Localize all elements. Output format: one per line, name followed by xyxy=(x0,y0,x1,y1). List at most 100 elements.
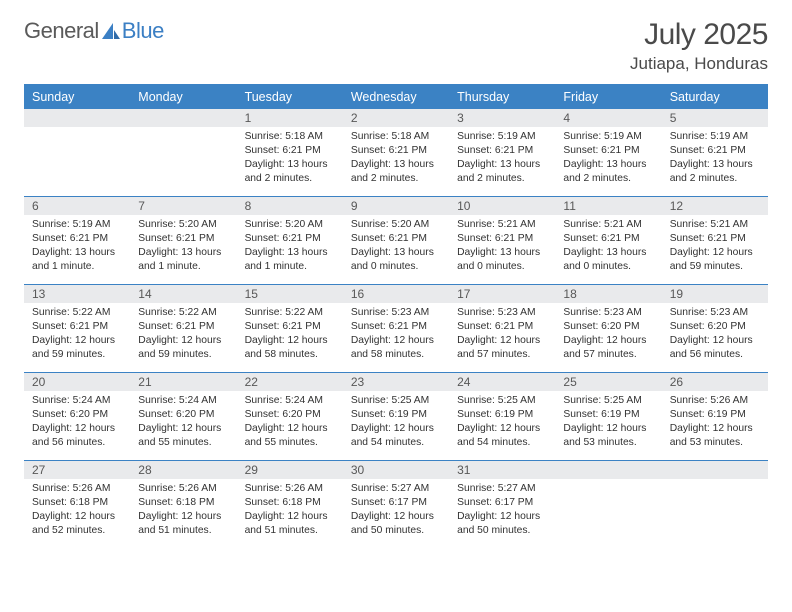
calendar-day-cell: 18Sunrise: 5:23 AMSunset: 6:20 PMDayligh… xyxy=(555,284,661,372)
sunrise-line: Sunrise: 5:20 AM xyxy=(138,218,228,232)
weekday-header: Wednesday xyxy=(343,85,449,108)
calendar-day-cell: 10Sunrise: 5:21 AMSunset: 6:21 PMDayligh… xyxy=(449,196,555,284)
sunset-line: Sunset: 6:18 PM xyxy=(245,496,335,510)
sunrise-line: Sunrise: 5:21 AM xyxy=(670,218,760,232)
day-number: 9 xyxy=(343,196,449,215)
daylight-line: Daylight: 12 hours and 54 minutes. xyxy=(457,422,547,450)
sunrise-line: Sunrise: 5:23 AM xyxy=(351,306,441,320)
day-details: Sunrise: 5:22 AMSunset: 6:21 PMDaylight:… xyxy=(24,303,130,366)
sunrise-line: Sunrise: 5:24 AM xyxy=(32,394,122,408)
sunrise-line: Sunrise: 5:26 AM xyxy=(245,482,335,496)
day-number: 15 xyxy=(237,284,343,303)
sunrise-line: Sunrise: 5:22 AM xyxy=(32,306,122,320)
day-number: 2 xyxy=(343,108,449,127)
day-details: Sunrise: 5:23 AMSunset: 6:21 PMDaylight:… xyxy=(343,303,449,366)
daylight-line: Daylight: 12 hours and 59 minutes. xyxy=(138,334,228,362)
sunset-line: Sunset: 6:20 PM xyxy=(245,408,335,422)
day-number: 14 xyxy=(130,284,236,303)
daylight-line: Daylight: 13 hours and 1 minute. xyxy=(138,246,228,274)
sunrise-line: Sunrise: 5:19 AM xyxy=(457,130,547,144)
weekday-header: Monday xyxy=(130,85,236,108)
sunset-line: Sunset: 6:21 PM xyxy=(457,232,547,246)
sunrise-line: Sunrise: 5:23 AM xyxy=(457,306,547,320)
day-number: 11 xyxy=(555,196,661,215)
day-number-empty xyxy=(555,460,661,479)
day-details: Sunrise: 5:21 AMSunset: 6:21 PMDaylight:… xyxy=(555,215,661,278)
day-number: 6 xyxy=(24,196,130,215)
day-details: Sunrise: 5:20 AMSunset: 6:21 PMDaylight:… xyxy=(343,215,449,278)
sunset-line: Sunset: 6:21 PM xyxy=(563,144,653,158)
calendar-day-cell xyxy=(130,108,236,196)
sunset-line: Sunset: 6:21 PM xyxy=(351,320,441,334)
daylight-line: Daylight: 12 hours and 57 minutes. xyxy=(563,334,653,362)
daylight-line: Daylight: 12 hours and 50 minutes. xyxy=(351,510,441,538)
calendar-day-cell: 3Sunrise: 5:19 AMSunset: 6:21 PMDaylight… xyxy=(449,108,555,196)
sunset-line: Sunset: 6:21 PM xyxy=(138,320,228,334)
sunset-line: Sunset: 6:21 PM xyxy=(457,144,547,158)
day-number: 1 xyxy=(237,108,343,127)
day-details: Sunrise: 5:27 AMSunset: 6:17 PMDaylight:… xyxy=(343,479,449,542)
day-details: Sunrise: 5:25 AMSunset: 6:19 PMDaylight:… xyxy=(449,391,555,454)
day-number: 16 xyxy=(343,284,449,303)
calendar-week-row: 27Sunrise: 5:26 AMSunset: 6:18 PMDayligh… xyxy=(24,460,768,548)
day-number: 7 xyxy=(130,196,236,215)
daylight-line: Daylight: 13 hours and 1 minute. xyxy=(245,246,335,274)
calendar-week-row: 6Sunrise: 5:19 AMSunset: 6:21 PMDaylight… xyxy=(24,196,768,284)
sunrise-line: Sunrise: 5:19 AM xyxy=(32,218,122,232)
sunrise-line: Sunrise: 5:22 AM xyxy=(138,306,228,320)
daylight-line: Daylight: 13 hours and 2 minutes. xyxy=(457,158,547,186)
calendar-day-cell: 7 Sunrise: 5:20 AMSunset: 6:21 PMDaylight… xyxy=(130,196,236,284)
sunrise-line: Sunrise: 5:20 AM xyxy=(245,218,335,232)
sunrise-line: Sunrise: 5:23 AM xyxy=(670,306,760,320)
daylight-line: Daylight: 12 hours and 51 minutes. xyxy=(138,510,228,538)
daylight-line: Daylight: 13 hours and 0 minutes. xyxy=(563,246,653,274)
calendar-day-cell: 30Sunrise: 5:27 AMSunset: 6:17 PMDayligh… xyxy=(343,460,449,548)
daylight-line: Daylight: 13 hours and 2 minutes. xyxy=(563,158,653,186)
sunrise-line: Sunrise: 5:26 AM xyxy=(32,482,122,496)
day-details: Sunrise: 5:22 AMSunset: 6:21 PMDaylight:… xyxy=(237,303,343,366)
day-details: Sunrise: 5:23 AMSunset: 6:20 PMDaylight:… xyxy=(662,303,768,366)
day-number: 27 xyxy=(24,460,130,479)
calendar-day-cell: 17Sunrise: 5:23 AMSunset: 6:21 PMDayligh… xyxy=(449,284,555,372)
sunset-line: Sunset: 6:21 PM xyxy=(351,232,441,246)
sunset-line: Sunset: 6:21 PM xyxy=(670,232,760,246)
calendar-day-cell: 11Sunrise: 5:21 AMSunset: 6:21 PMDayligh… xyxy=(555,196,661,284)
sunset-line: Sunset: 6:21 PM xyxy=(138,232,228,246)
day-number: 21 xyxy=(130,372,236,391)
calendar-day-cell: 31Sunrise: 5:27 AMSunset: 6:17 PMDayligh… xyxy=(449,460,555,548)
sunset-line: Sunset: 6:19 PM xyxy=(457,408,547,422)
page-title: July 2025 xyxy=(630,18,768,52)
daylight-line: Daylight: 12 hours and 54 minutes. xyxy=(351,422,441,450)
calendar-day-cell: 28Sunrise: 5:26 AMSunset: 6:18 PMDayligh… xyxy=(130,460,236,548)
daylight-line: Daylight: 12 hours and 51 minutes. xyxy=(245,510,335,538)
daylight-line: Daylight: 12 hours and 57 minutes. xyxy=(457,334,547,362)
sunrise-line: Sunrise: 5:21 AM xyxy=(457,218,547,232)
daylight-line: Daylight: 13 hours and 2 minutes. xyxy=(351,158,441,186)
location-label: Jutiapa, Honduras xyxy=(630,54,768,74)
day-number: 26 xyxy=(662,372,768,391)
day-details: Sunrise: 5:21 AMSunset: 6:21 PMDaylight:… xyxy=(449,215,555,278)
daylight-line: Daylight: 12 hours and 56 minutes. xyxy=(32,422,122,450)
day-number: 10 xyxy=(449,196,555,215)
calendar-day-cell xyxy=(555,460,661,548)
calendar-day-cell: 13Sunrise: 5:22 AMSunset: 6:21 PMDayligh… xyxy=(24,284,130,372)
sunrise-line: Sunrise: 5:20 AM xyxy=(351,218,441,232)
sunset-line: Sunset: 6:21 PM xyxy=(245,320,335,334)
daylight-line: Daylight: 12 hours and 50 minutes. xyxy=(457,510,547,538)
day-number: 17 xyxy=(449,284,555,303)
day-number: 30 xyxy=(343,460,449,479)
daylight-line: Daylight: 12 hours and 53 minutes. xyxy=(563,422,653,450)
sunset-line: Sunset: 6:21 PM xyxy=(351,144,441,158)
sunrise-line: Sunrise: 5:18 AM xyxy=(245,130,335,144)
day-details: Sunrise: 5:21 AMSunset: 6:21 PMDaylight:… xyxy=(662,215,768,278)
calendar-day-cell: 19Sunrise: 5:23 AMSunset: 6:20 PMDayligh… xyxy=(662,284,768,372)
weekday-header: Saturday xyxy=(662,85,768,108)
sunrise-line: Sunrise: 5:25 AM xyxy=(563,394,653,408)
day-number: 4 xyxy=(555,108,661,127)
calendar-day-cell: 21Sunrise: 5:24 AMSunset: 6:20 PMDayligh… xyxy=(130,372,236,460)
day-number: 18 xyxy=(555,284,661,303)
calendar-day-cell: 6Sunrise: 5:19 AMSunset: 6:21 PMDaylight… xyxy=(24,196,130,284)
sunrise-line: Sunrise: 5:19 AM xyxy=(670,130,760,144)
day-details: Sunrise: 5:23 AMSunset: 6:20 PMDaylight:… xyxy=(555,303,661,366)
sunrise-line: Sunrise: 5:24 AM xyxy=(138,394,228,408)
